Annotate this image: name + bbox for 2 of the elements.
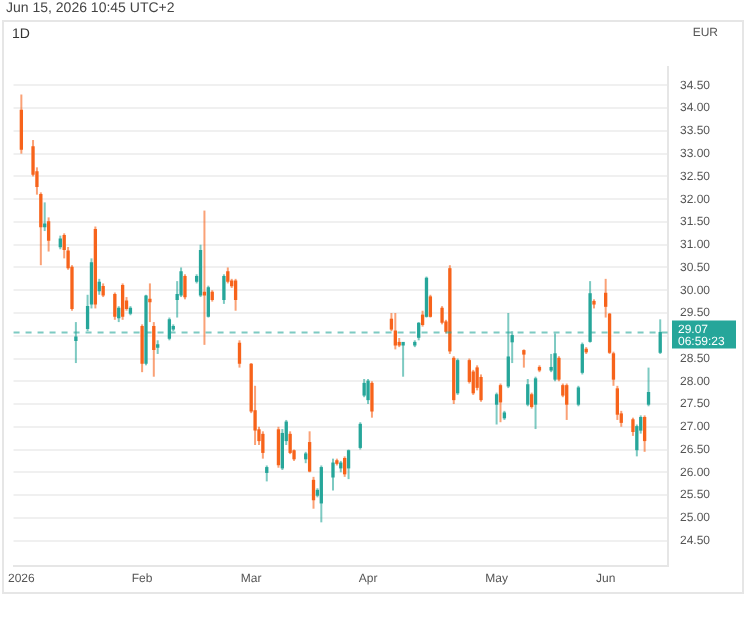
candlestick: [401, 341, 405, 377]
candlestick: [148, 283, 152, 323]
